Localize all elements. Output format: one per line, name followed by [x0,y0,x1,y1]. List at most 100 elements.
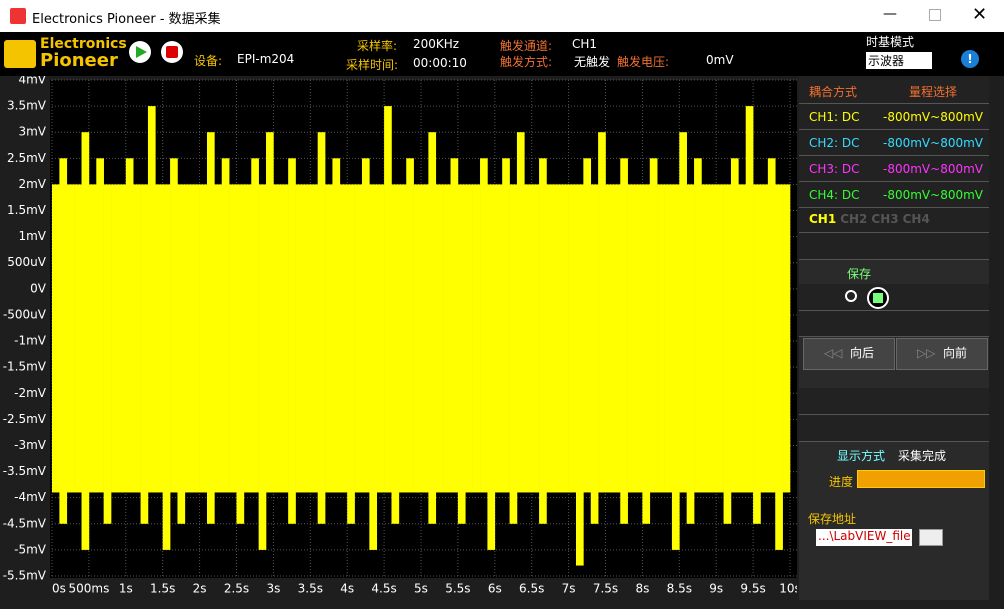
signal-segment [280,184,289,493]
signal-segment [258,184,267,550]
path-field[interactable]: ...\LabVIEW_file [816,529,912,546]
label: 触发电压: [617,55,670,69]
signal-segment [391,184,400,524]
maximize-button[interactable] [929,9,941,21]
timebase-select[interactable]: 示波器 [866,52,932,69]
signal-segment [782,184,791,493]
x-tick-label: 7s [562,582,576,596]
signal-segment [524,184,532,493]
panel-row [799,415,989,442]
signal-segment [88,184,97,493]
signal-segment [52,184,60,493]
forward-button[interactable]: ▷▷ 向前 [896,338,988,370]
y-tick-label: -3.5mV [3,464,47,478]
signal-segment [568,184,577,493]
save-button[interactable] [867,287,889,309]
panel-row [799,207,989,233]
signal-segment [96,158,104,493]
x-tick-label: 9s [709,582,723,596]
back-button[interactable]: ◁◁ 向后 [803,338,895,370]
x-tick-label: 0s [52,582,66,596]
x-tick-label: 2.5s [224,582,249,596]
x-tick-label: 8.5s [667,582,692,596]
stop-button[interactable] [161,41,183,63]
signal-segment [369,184,378,550]
label: 显示方式 [837,449,886,463]
y-tick-label: 500uV [7,255,47,269]
signal-segment [273,184,282,493]
panel-row [799,76,989,104]
label: 采样率: [357,39,398,53]
signal-segment [376,184,385,493]
signal-segment [664,184,673,493]
signal-segment [723,184,732,524]
signal-segment [605,184,614,493]
window-title: Electronics Pioneer - 数据采集 [32,12,221,27]
signal-segment [199,184,208,493]
panel-row [799,156,989,182]
signal-segment [310,184,318,493]
signal-segment [679,132,687,493]
x-tick-label: 2s [193,582,207,596]
x-tick-label: 3s [266,582,280,596]
y-tick-label: 2.5mV [7,151,47,165]
label: 触发通道: [500,39,553,53]
signal-segment [583,158,592,493]
label: 采样时间: [346,58,399,72]
y-tick-label: 2mV [18,177,46,191]
channel-tab[interactable]: CH3 [871,212,899,226]
signal-segment [288,158,296,524]
browse-button[interactable] [919,529,943,546]
toolbar: Electronics Pioneer 设备: EPI-m204 采样率: 20… [0,32,1004,76]
signal-segment [192,184,200,493]
minimize-button[interactable]: — [883,6,897,22]
save-radio[interactable] [845,290,857,302]
signal-segment [406,158,414,493]
run-button[interactable] [129,41,151,63]
signal-segment [590,184,599,524]
y-tick-label: -5.5mV [3,569,47,583]
signal-segment [184,184,193,493]
logo-icon [4,40,36,68]
label: 设备: [194,54,223,68]
signal-segment [295,184,304,493]
close-button[interactable]: ✕ [972,4,988,25]
x-tick-label: 5.5s [445,582,470,596]
channel-tab[interactable]: CH2 [840,212,868,226]
signal-segment [627,184,636,493]
panel-row [799,311,989,337]
channel-tab[interactable]: CH1 [809,212,837,226]
y-tick-label: -2mV [14,386,47,400]
y-tick-label: -2.5mV [3,412,47,426]
signal-segment [398,184,407,493]
x-tick-label: 6s [488,582,502,596]
y-tick-label: -5mV [14,542,47,556]
signal-segment [598,132,606,493]
signal-segment [509,184,518,524]
label: 触发方式: [500,55,553,69]
x-tick-label: 6.5s [519,582,544,596]
app-icon [10,8,26,24]
x-tick-label: 9.5s [740,582,765,596]
signal-segment [421,184,429,493]
label: 保存地址 [808,512,857,526]
signal-segment [325,184,333,493]
panel-row [799,104,989,130]
signal-segment [686,184,695,524]
signal-segment [694,158,702,493]
info-icon[interactable]: ! [961,50,979,68]
signal-segment [66,184,75,493]
signal-segment [74,184,82,493]
y-tick-label: -1.5mV [3,360,47,374]
x-tick-label: 4.5s [371,582,396,596]
label: 进度 [829,475,854,489]
signal-segment [730,158,739,493]
signal-segment [170,158,178,493]
signal-segment [767,158,776,493]
signal-segment [443,184,451,493]
signal-segment [738,184,747,493]
signal-segment [642,184,651,524]
channel-tab[interactable]: CH4 [902,212,930,226]
signal-segment [229,184,237,493]
channel-range: -800mV~800mV [883,136,983,150]
